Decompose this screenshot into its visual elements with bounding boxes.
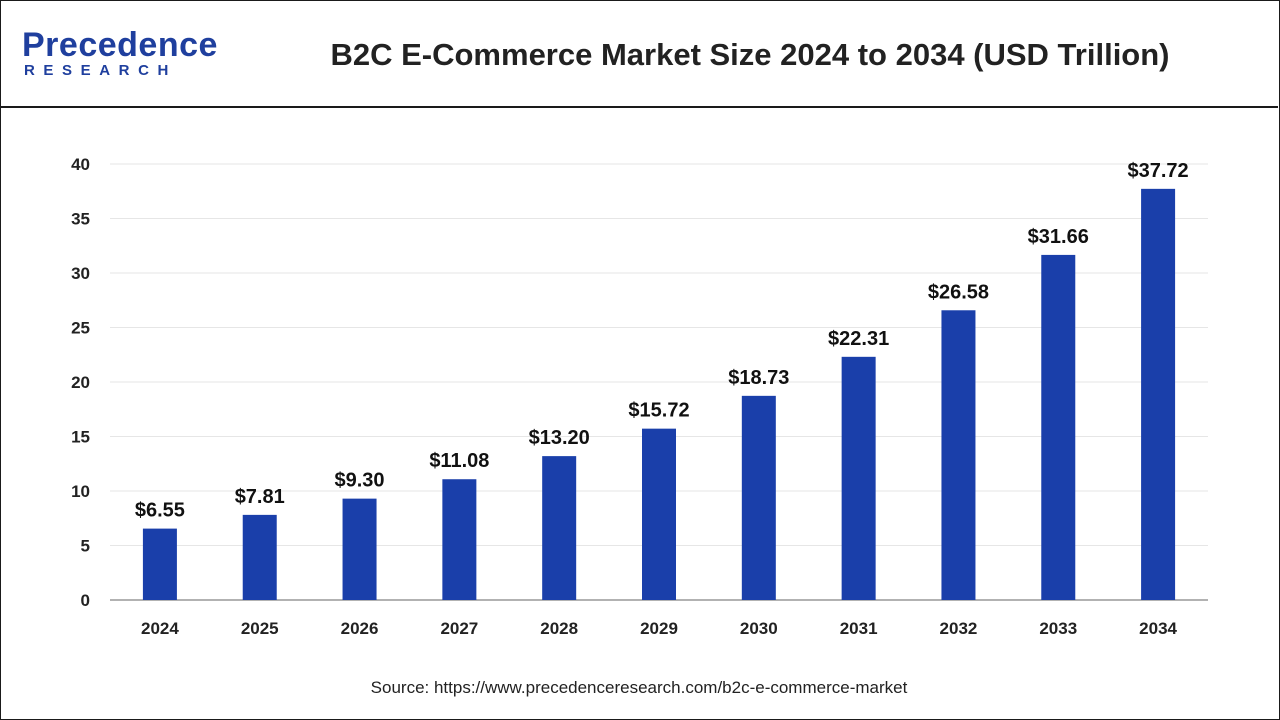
- data-label: $13.20: [529, 427, 590, 449]
- data-label: $26.58: [928, 281, 989, 303]
- bar: [841, 356, 876, 600]
- x-tick-label: 2028: [540, 619, 578, 638]
- x-tick-label: 2033: [1039, 619, 1077, 638]
- x-tick-label: 2032: [940, 619, 978, 638]
- bar: [741, 395, 776, 600]
- source-note: Source: https://www.precedenceresearch.c…: [370, 678, 908, 697]
- bar: [142, 528, 177, 600]
- x-tick-label: 2029: [640, 619, 678, 638]
- header: Precedence RESEARCH B2C E-Commerce Marke…: [0, 0, 1278, 108]
- brand-logo: Precedence RESEARCH: [22, 26, 222, 82]
- y-tick-label: 40: [71, 155, 90, 174]
- data-label: $9.30: [335, 470, 385, 492]
- y-tick-label: 25: [71, 319, 90, 338]
- x-tick-label: 2034: [1139, 619, 1177, 638]
- x-tick-label: 2031: [840, 619, 878, 638]
- x-tick-label: 2026: [341, 619, 379, 638]
- bar: [442, 479, 477, 600]
- bar: [342, 498, 377, 600]
- y-tick-label: 10: [71, 482, 90, 501]
- data-label: $18.73: [728, 367, 789, 389]
- data-label: $7.81: [235, 486, 285, 508]
- x-tick-label: 2030: [740, 619, 778, 638]
- bar: [1041, 254, 1076, 600]
- x-tick-label: 2025: [241, 619, 279, 638]
- data-label: $31.66: [1028, 226, 1089, 248]
- logo-subtitle: RESEARCH: [24, 62, 177, 79]
- data-label: $37.72: [1128, 160, 1189, 182]
- bar: [642, 428, 676, 600]
- data-label: $11.08: [429, 450, 489, 472]
- data-label: $22.31: [828, 328, 889, 350]
- chart-title: B2C E-Commerce Market Size 2024 to 2034 …: [330, 37, 1170, 72]
- y-tick-label: 15: [71, 428, 90, 447]
- bar: [941, 310, 976, 600]
- y-tick-label: 5: [81, 537, 90, 556]
- data-label: $6.55: [135, 500, 185, 522]
- y-tick-label: 0: [81, 591, 90, 610]
- data-label: $15.72: [628, 400, 689, 422]
- bar: [1141, 188, 1176, 601]
- bar: [242, 514, 277, 600]
- y-tick-label: 20: [71, 373, 90, 392]
- x-tick-label: 2024: [141, 619, 179, 638]
- x-tick-label: 2027: [440, 619, 478, 638]
- logo-wordmark: Precedence: [22, 26, 218, 64]
- bar: [542, 456, 577, 600]
- y-tick-label: 35: [71, 210, 90, 229]
- y-tick-label: 30: [71, 264, 90, 283]
